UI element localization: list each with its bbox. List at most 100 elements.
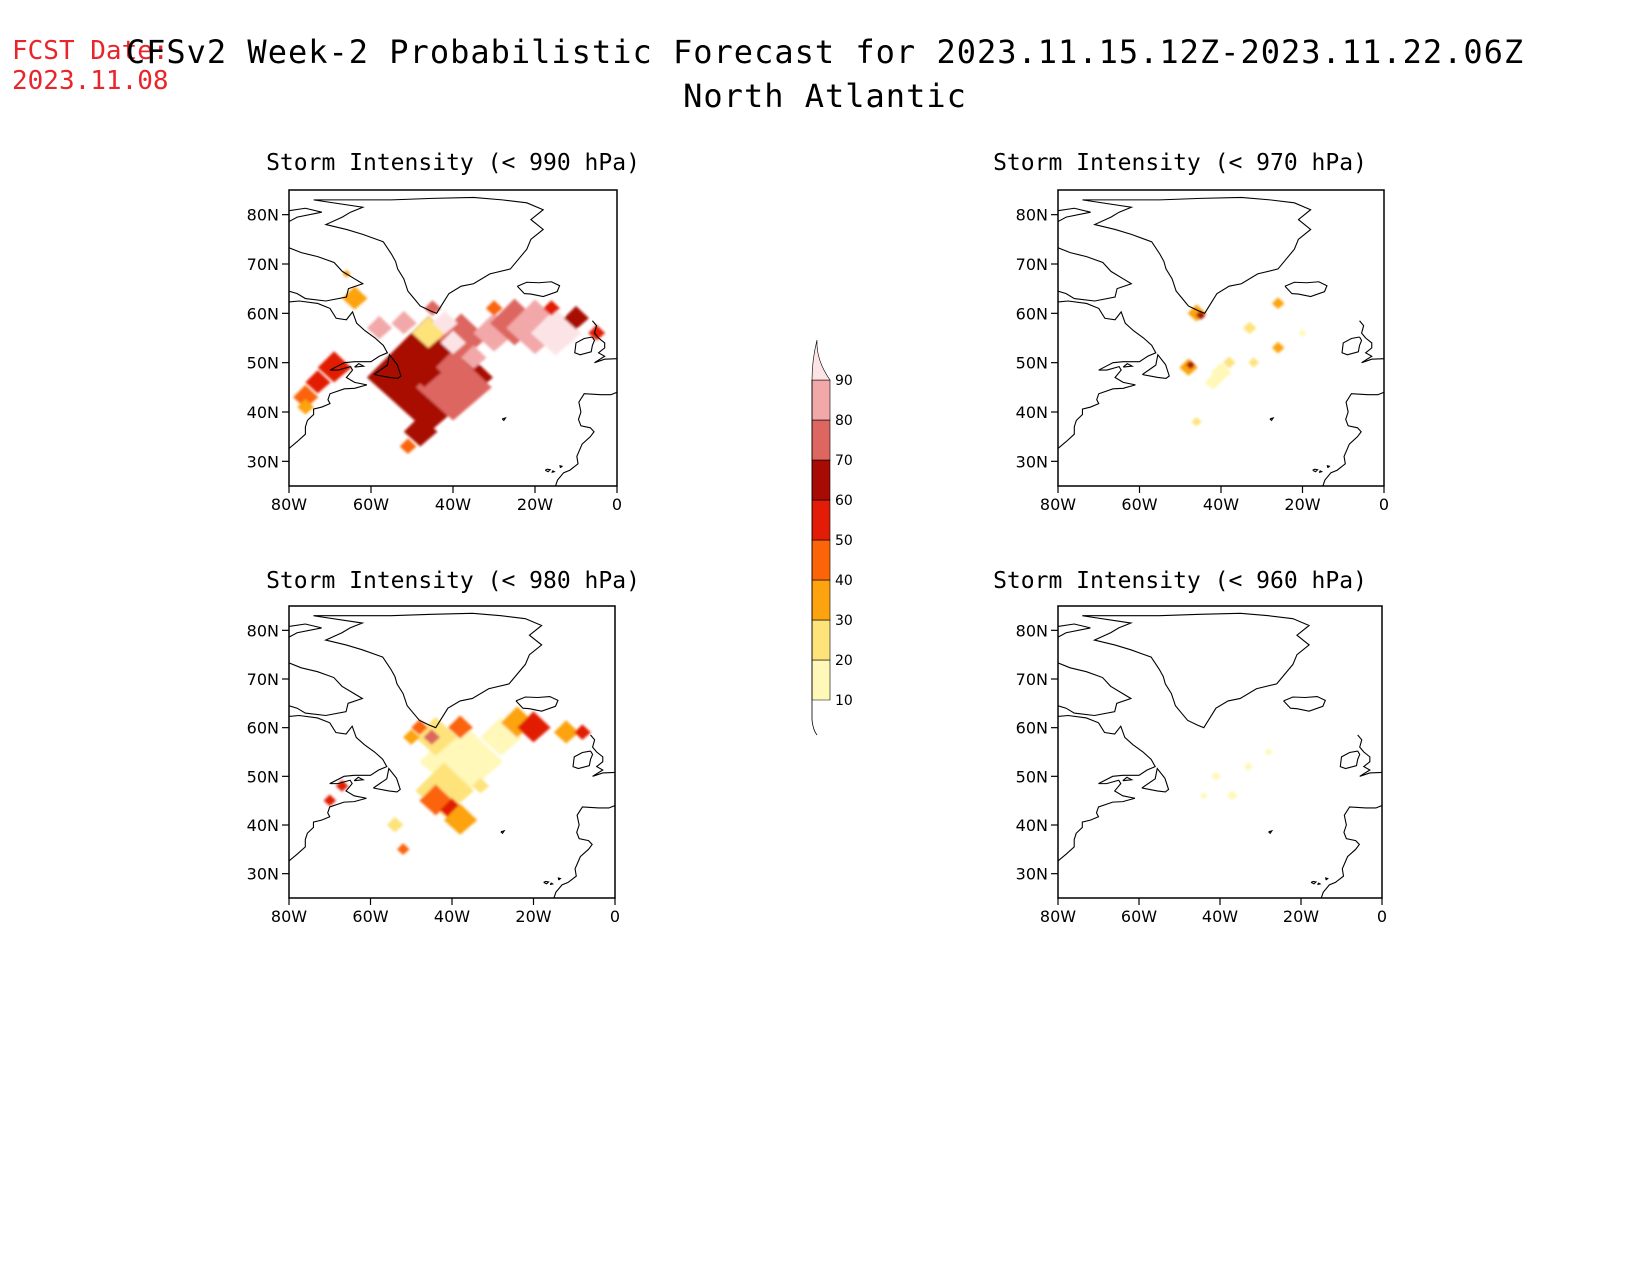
lon-label: 0 bbox=[1377, 907, 1387, 926]
lat-label: 80N bbox=[247, 206, 279, 225]
lat-label: 70N bbox=[247, 255, 279, 274]
colorbar-swatch bbox=[811, 339, 831, 381]
colorbar-label: 20 bbox=[835, 653, 853, 669]
lat-label: 50N bbox=[1016, 354, 1048, 373]
map-frame bbox=[1057, 189, 1385, 487]
probability-patch bbox=[432, 310, 458, 335]
colorbar: 10 20 30 40 50 60 70 80 90 bbox=[811, 339, 853, 736]
probability-patch bbox=[1210, 362, 1232, 382]
colorbar-label: 80 bbox=[835, 413, 853, 429]
coastline bbox=[1359, 320, 1384, 364]
coastline bbox=[559, 465, 564, 469]
probability-patch bbox=[553, 720, 579, 744]
lon-label: 20W bbox=[1284, 495, 1320, 514]
probability-patch bbox=[1298, 328, 1307, 337]
colorbar-swatch bbox=[811, 459, 831, 501]
coastline bbox=[1058, 662, 1133, 717]
colorbar-label: 50 bbox=[835, 533, 853, 549]
colorbar-label: 70 bbox=[835, 453, 853, 469]
lat-label: 40N bbox=[1016, 816, 1048, 835]
probability-patch bbox=[305, 370, 331, 394]
coastline bbox=[1341, 336, 1363, 356]
coastline bbox=[289, 207, 322, 223]
coastline bbox=[543, 880, 550, 885]
coastline bbox=[373, 353, 402, 380]
coastline bbox=[1326, 465, 1331, 469]
forecast-title-block: CFSv2 Week-2 Probabilistic Forecast for … bbox=[0, 30, 1650, 118]
coastline bbox=[516, 281, 561, 298]
lat-label: 50N bbox=[247, 354, 279, 373]
coastline bbox=[590, 734, 615, 777]
colorbar-swatch bbox=[811, 579, 831, 621]
panel-title-970: Storm Intensity (< 970 hPa) bbox=[993, 150, 1367, 176]
map-970: 80N 70N 60N 50N 40N 30N 80W 60W 40W 20W 0 bbox=[1016, 189, 1389, 514]
coastline bbox=[313, 612, 543, 729]
map-960: 80N 70N 60N 50N 40N 30N 80W 60W 40W 20W 0 bbox=[1016, 605, 1387, 926]
coastline bbox=[1322, 391, 1384, 486]
probability-patch bbox=[391, 310, 417, 335]
probability-patch bbox=[1204, 374, 1222, 390]
coastline bbox=[572, 750, 594, 770]
coastline bbox=[1058, 623, 1091, 638]
colorbar-label: 30 bbox=[835, 613, 853, 629]
probability-patch bbox=[472, 777, 490, 794]
lat-label: 60N bbox=[247, 304, 279, 323]
lon-label: 20W bbox=[1283, 907, 1319, 926]
coastline bbox=[1082, 196, 1312, 315]
colorbar-swatch bbox=[811, 499, 831, 541]
coastline bbox=[553, 805, 615, 898]
lon-label: 80W bbox=[271, 495, 307, 514]
coastline bbox=[515, 695, 559, 712]
colorbar-label: 60 bbox=[835, 493, 853, 509]
map-980: 80N 70N 60N 50N 40N 30N 80W 60W 40W 20W 0 bbox=[247, 605, 620, 926]
lat-label: 70N bbox=[247, 670, 279, 689]
lon-label: 40W bbox=[1203, 495, 1239, 514]
coastlines bbox=[1058, 196, 1384, 486]
probability-patch bbox=[323, 794, 337, 807]
coastline bbox=[1312, 468, 1319, 473]
probability-patch bbox=[473, 312, 516, 352]
probability-patch bbox=[293, 384, 319, 409]
lon-label: 60W bbox=[1121, 495, 1157, 514]
probability-patch bbox=[1271, 297, 1285, 309]
coastline bbox=[353, 776, 366, 782]
coastline bbox=[1082, 612, 1311, 729]
map-frame bbox=[1057, 605, 1383, 899]
lon-label: 80W bbox=[1040, 907, 1076, 926]
lat-label: 80N bbox=[247, 621, 279, 640]
probability-patch bbox=[563, 305, 589, 330]
probability-patch bbox=[317, 351, 352, 383]
coastline bbox=[1269, 416, 1275, 422]
panel-title-960: Storm Intensity (< 960 hPa) bbox=[993, 568, 1367, 594]
probability-patch bbox=[1243, 321, 1257, 335]
coastline bbox=[1339, 750, 1361, 770]
probability-patch bbox=[1185, 360, 1196, 370]
lon-label: 60W bbox=[1121, 907, 1157, 926]
coastline bbox=[373, 767, 401, 793]
colorbar-label: 90 bbox=[835, 373, 853, 389]
coastline bbox=[557, 877, 562, 881]
lon-label: 60W bbox=[352, 907, 388, 926]
lat-label: 30N bbox=[247, 865, 279, 884]
probability-patch bbox=[335, 779, 349, 792]
probability-patch bbox=[1195, 310, 1206, 320]
probability-patch bbox=[423, 729, 441, 745]
probability-patch bbox=[396, 843, 410, 855]
coastline bbox=[313, 196, 545, 315]
coastline bbox=[289, 247, 365, 302]
region-subtitle: North Atlantic bbox=[683, 77, 967, 115]
colorbar-label: 40 bbox=[835, 573, 853, 589]
lat-label: 30N bbox=[1016, 452, 1048, 471]
probability-patch bbox=[480, 717, 523, 756]
coastline bbox=[1310, 880, 1318, 885]
lon-label: 40W bbox=[1202, 907, 1238, 926]
coastlines bbox=[289, 612, 615, 898]
lat-label: 80N bbox=[1016, 621, 1048, 640]
lon-label: 0 bbox=[1379, 495, 1389, 514]
probability-patch bbox=[366, 315, 393, 340]
probability-patch bbox=[407, 356, 442, 388]
panel-title-980: Storm Intensity (< 980 hPa) bbox=[266, 568, 640, 594]
coastline bbox=[1268, 829, 1274, 835]
lat-label: 60N bbox=[1016, 304, 1048, 323]
